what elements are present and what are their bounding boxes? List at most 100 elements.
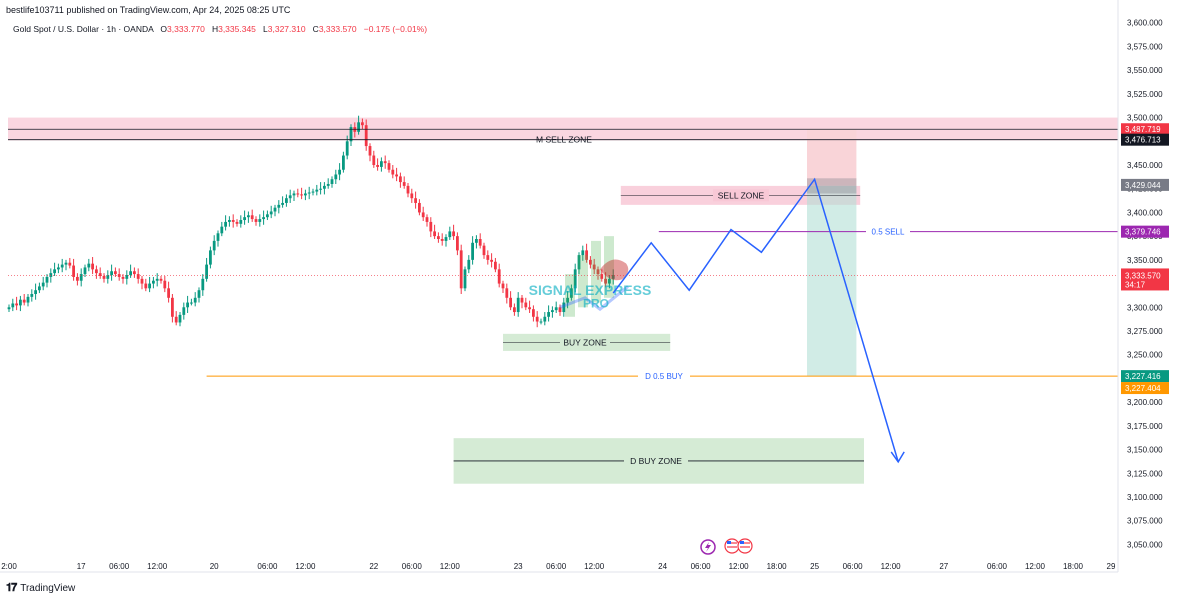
price-tick-label: 3,450.000 — [1127, 161, 1163, 170]
candle-body — [106, 275, 110, 279]
candle-body — [60, 264, 64, 268]
candle-body — [239, 220, 243, 224]
tradingview-footer[interactable]: 𝟏𝟕 TradingView — [6, 582, 75, 595]
candle-body — [334, 174, 338, 180]
candle-body — [197, 290, 201, 298]
bull-logo-icon — [600, 259, 629, 281]
candle-body — [547, 312, 550, 317]
candle-body — [315, 189, 319, 192]
countdown-label: 34:17 — [1125, 280, 1146, 289]
time-tick-label: 29 — [1107, 562, 1116, 571]
candle-body — [148, 283, 151, 289]
candle-body — [509, 297, 512, 308]
watermark-text: SIGNAL EXPRESS — [529, 282, 652, 298]
candle-body — [83, 267, 87, 275]
candle-body — [228, 220, 231, 222]
price-tick-label: 3,600.000 — [1127, 19, 1163, 28]
candle-body — [326, 183, 330, 186]
half-buy-label-bg — [638, 370, 690, 383]
candle-body — [577, 255, 581, 270]
close-value: 3,333.570 — [318, 24, 357, 34]
candle-body — [513, 307, 516, 313]
candle-body — [243, 217, 246, 221]
us-flag-canton — [727, 541, 731, 544]
symbol-name[interactable]: Gold Spot / U.S. Dollar · 1h · OANDA — [13, 24, 154, 34]
watermark-arrow — [559, 285, 629, 312]
candle-body — [269, 211, 273, 215]
time-tick-label: 06:00 — [257, 562, 278, 571]
candle-body — [497, 269, 501, 284]
candle-body — [53, 269, 56, 274]
candle-body — [136, 274, 140, 279]
current-price-badge-bg — [1121, 268, 1169, 291]
lightning-glyph-icon — [705, 542, 711, 552]
price-tick-label: 3,400.000 — [1127, 208, 1163, 217]
candle-body — [57, 267, 60, 270]
price-tick-label: 3,150.000 — [1127, 446, 1163, 455]
candle-body — [216, 233, 220, 241]
candle-body — [482, 245, 486, 256]
candle-body — [262, 217, 265, 220]
candle-body — [114, 271, 117, 275]
time-tick-label: 18:00 — [1063, 562, 1084, 571]
candle-body — [421, 212, 425, 218]
position-stop-zone — [807, 128, 857, 186]
symbol-ohlc-line: Gold Spot / U.S. Dollar · 1h · OANDA O3,… — [13, 24, 427, 34]
candle-body — [15, 303, 18, 306]
candle-body — [463, 269, 467, 289]
candle-body — [64, 262, 68, 265]
candle-body — [323, 185, 326, 189]
candle-body — [133, 271, 136, 275]
candle-body — [235, 221, 239, 224]
candle-body — [600, 274, 604, 279]
candle-body — [429, 221, 433, 232]
candle-body — [22, 299, 26, 303]
candle-body — [254, 219, 258, 222]
candle-body — [535, 316, 539, 322]
badge-m-sell-lower-bg — [1121, 133, 1169, 146]
low-label: L — [263, 24, 268, 34]
candle-body — [155, 278, 159, 281]
time-tick-label: 2:00 — [1, 562, 17, 571]
candle-body — [319, 188, 322, 190]
event-icons — [700, 538, 753, 555]
candle-body — [410, 193, 414, 199]
projection-arrowhead — [890, 451, 905, 464]
candle-body — [486, 255, 490, 260]
candle-body — [76, 276, 79, 281]
candle-body — [440, 238, 444, 241]
watermark-bar — [604, 236, 614, 298]
time-axis[interactable]: 2:00 17 06:00 12:00 20 06:00 12:00 22 06:00 12:00… — [0, 562, 1118, 573]
price-tick-label: 3,100.000 — [1127, 493, 1163, 502]
price-axis[interactable]: 3,050.000 3,075.000 3,100.000 3,125.000 3,15… — [1117, 0, 1169, 572]
candle-body — [494, 261, 497, 270]
time-tick-label: 12:00 — [147, 562, 168, 571]
half-sell-label-bg — [866, 225, 910, 238]
candle-body — [585, 250, 588, 260]
candle-body — [387, 163, 391, 170]
candle-body — [505, 288, 509, 298]
candle-body — [292, 193, 296, 196]
candle-body — [380, 161, 383, 167]
time-tick-label: 25 — [810, 562, 819, 571]
candles-layer — [7, 115, 615, 328]
candle-body — [224, 221, 227, 227]
time-tick-label: 20 — [210, 562, 219, 571]
price-tick-label: 3,500.000 — [1127, 114, 1163, 123]
sell-zone-label: SELL ZONE — [718, 190, 765, 200]
candle-body — [338, 169, 341, 175]
badge-m-sell-upper: 3,487.719 — [1125, 125, 1161, 134]
candle-body — [212, 240, 216, 251]
candle-body — [448, 231, 452, 238]
candle-body — [152, 280, 155, 284]
sell-zone-label-bg — [713, 189, 769, 202]
half-buy-label: D 0.5 BUY — [645, 372, 683, 381]
badge-half-buy-bg — [1121, 370, 1169, 383]
candle-body — [471, 242, 474, 260]
candle-body — [304, 193, 307, 196]
candle-body — [296, 193, 300, 195]
candle-body — [281, 202, 284, 205]
candle-body — [566, 297, 569, 303]
candle-body — [349, 127, 353, 142]
